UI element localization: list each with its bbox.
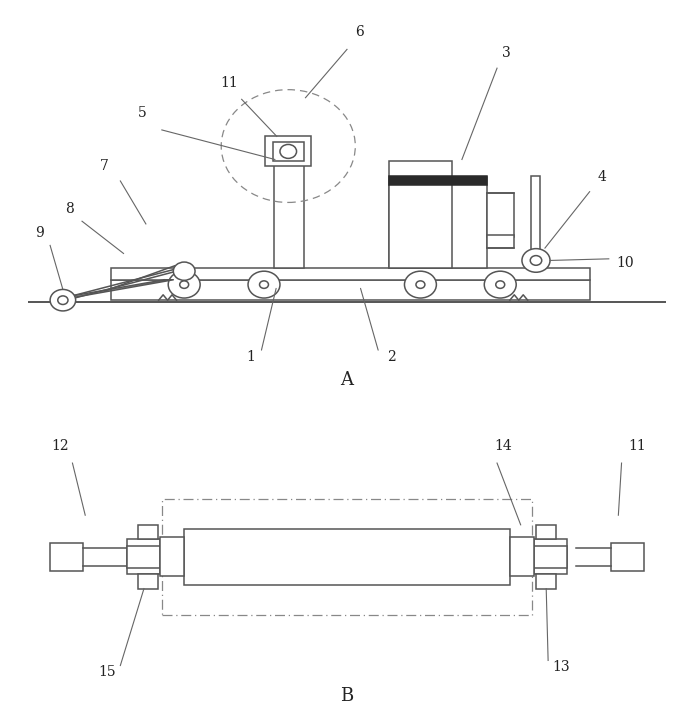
Circle shape bbox=[260, 281, 269, 288]
Text: 14: 14 bbox=[495, 440, 512, 453]
Circle shape bbox=[496, 281, 505, 288]
Circle shape bbox=[530, 256, 542, 265]
Bar bbox=[534, 546, 567, 568]
Bar bbox=[487, 235, 514, 248]
Bar bbox=[389, 176, 487, 268]
Bar bbox=[137, 525, 158, 539]
Bar bbox=[487, 193, 514, 237]
Text: 10: 10 bbox=[616, 256, 634, 270]
Text: 15: 15 bbox=[99, 664, 117, 679]
Bar bbox=[111, 268, 590, 280]
Text: 9: 9 bbox=[35, 226, 44, 240]
Circle shape bbox=[58, 296, 68, 304]
Bar bbox=[536, 525, 557, 539]
Text: A: A bbox=[341, 371, 353, 389]
Bar bbox=[160, 537, 184, 576]
Bar bbox=[127, 546, 160, 568]
Circle shape bbox=[522, 249, 550, 273]
Bar bbox=[273, 161, 304, 268]
Polygon shape bbox=[60, 268, 189, 299]
Text: 5: 5 bbox=[138, 106, 147, 119]
Text: 2: 2 bbox=[387, 350, 396, 364]
Text: 6: 6 bbox=[355, 25, 364, 39]
Bar bbox=[611, 542, 644, 571]
Circle shape bbox=[484, 271, 516, 298]
Bar bbox=[389, 176, 487, 185]
Bar bbox=[534, 539, 567, 574]
Bar bbox=[184, 529, 510, 584]
Bar bbox=[137, 574, 158, 589]
Circle shape bbox=[280, 145, 296, 158]
Bar bbox=[536, 574, 557, 589]
Bar bbox=[265, 137, 311, 166]
Bar bbox=[273, 142, 303, 161]
Circle shape bbox=[50, 289, 76, 311]
Text: 7: 7 bbox=[100, 159, 109, 174]
Circle shape bbox=[416, 281, 425, 288]
Text: 12: 12 bbox=[51, 440, 69, 453]
Text: 1: 1 bbox=[247, 350, 255, 364]
Text: 11: 11 bbox=[629, 440, 646, 453]
Bar bbox=[162, 499, 532, 615]
Circle shape bbox=[168, 271, 200, 298]
Bar bbox=[389, 161, 452, 268]
Circle shape bbox=[405, 271, 437, 298]
Text: 4: 4 bbox=[598, 170, 607, 184]
Text: 11: 11 bbox=[220, 76, 238, 90]
Circle shape bbox=[174, 262, 195, 281]
Text: 3: 3 bbox=[502, 46, 511, 61]
Text: 8: 8 bbox=[65, 202, 74, 216]
Circle shape bbox=[180, 281, 189, 288]
Bar bbox=[127, 539, 160, 574]
Text: 13: 13 bbox=[552, 659, 570, 674]
Text: B: B bbox=[340, 687, 354, 705]
Bar bbox=[531, 176, 541, 254]
Bar bbox=[111, 280, 590, 300]
Circle shape bbox=[248, 271, 280, 298]
Bar bbox=[510, 537, 534, 576]
Bar bbox=[50, 542, 83, 571]
Polygon shape bbox=[51, 280, 174, 299]
